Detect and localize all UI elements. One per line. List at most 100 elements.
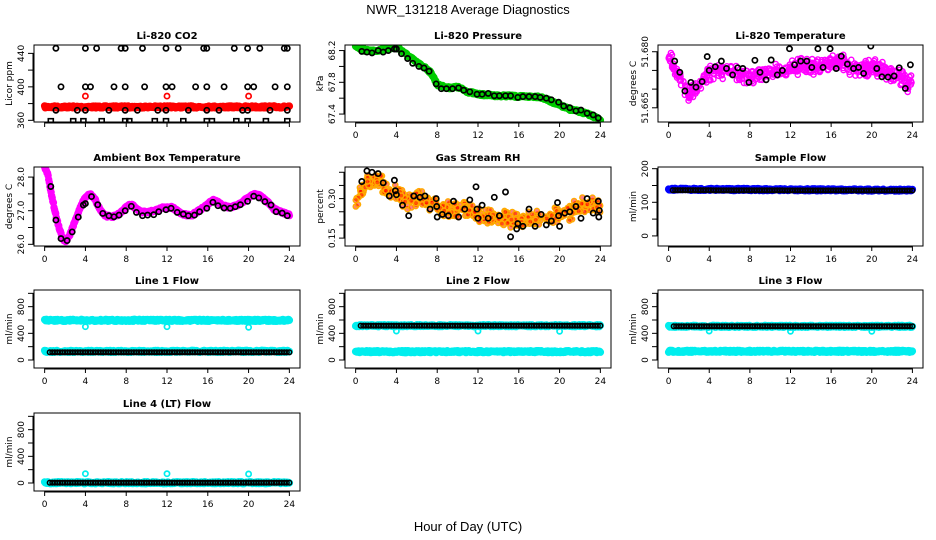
data-point [536,93,544,101]
y-axis: 67.467.868.2 [328,41,345,124]
data-point [154,106,162,114]
series-hourly [671,45,914,95]
x-tick-label: 24 [907,255,919,265]
data-point [466,196,474,204]
y-tick-label: 67.8 [328,72,338,92]
data-point [502,188,509,196]
x-tick-label: 12 [785,131,796,141]
y-axis-label: percent [316,189,326,224]
data-point [906,187,913,194]
data-point [384,47,392,55]
data-point [698,78,706,86]
data-point [676,68,684,76]
data-point [121,83,129,91]
data-point [455,213,463,221]
data-point [791,61,799,69]
data-point [705,66,713,74]
data-point [150,211,158,219]
data-point [685,92,692,99]
data-point [490,193,498,201]
data-point [797,57,805,65]
data-point [756,68,764,76]
data-point [507,92,515,100]
data-point [873,65,881,72]
data-point [514,220,522,228]
data-point [121,45,129,52]
data-point [495,212,503,220]
data-point [433,203,441,210]
panel-title: Line 2 Flow [446,276,510,287]
y-axis-label: degrees C [5,184,15,229]
data-point [203,45,211,52]
x-tick-label: 20 [866,131,878,141]
x-tick-label: 4 [706,131,712,141]
series-raw-high [40,315,294,325]
y-axis-label: kPa [316,76,326,92]
data-point [203,204,211,212]
y-tick-label: 400 [17,78,27,95]
x-tick-label: 16 [202,377,214,387]
data-point [831,58,838,66]
data-point [168,83,176,91]
data-point [438,210,446,218]
data-point [547,96,555,104]
x-tick-label: 20 [243,377,255,387]
data-point [556,222,564,230]
data-point [126,117,133,122]
series-hourly [358,167,603,241]
data-point [432,195,440,203]
data-point [81,200,89,208]
data-point [364,178,371,185]
data-point [577,214,585,222]
data-point [385,192,393,200]
data-point [88,193,95,201]
data-point [167,204,175,212]
data-point [390,176,398,184]
data-point [884,73,892,81]
data-point [870,57,878,65]
data-point [537,210,545,218]
data-point [474,214,482,222]
data-point [127,202,135,210]
series-raw [40,167,294,246]
series-raw-spikes [81,323,253,331]
data-point [751,56,759,64]
data-point [155,208,163,216]
data-point [901,84,909,92]
data-point [548,211,556,219]
data-point [895,64,903,72]
y-tick-label: 0.15 [328,228,338,248]
x-tick-label: 20 [243,255,255,265]
data-point [519,222,527,230]
data-point [566,104,574,112]
data-point [666,53,673,60]
data-point [677,73,684,80]
x-axis [44,122,290,127]
data-point [173,208,181,216]
x-tick-label: 4 [394,255,400,265]
data-point [81,92,89,100]
data-point [531,222,539,230]
data-point [352,196,360,204]
data-point [703,53,711,61]
y-tick-label: 26.0 [17,234,27,254]
data-point [772,60,780,68]
y-tick-label: 68.2 [328,41,338,61]
x-tick-label: 8 [747,131,753,141]
data-layer [665,45,915,104]
figure-title: NWR_131218 Average Diagnostics [366,2,570,17]
data-point [117,45,125,52]
data-point [818,56,826,64]
data-point [909,187,916,194]
data-point [209,198,217,206]
data-point [283,106,291,114]
data-point [566,208,574,216]
x-tick-label: 12 [161,255,172,265]
x-tick-label: 24 [907,131,919,141]
data-point [739,65,747,72]
